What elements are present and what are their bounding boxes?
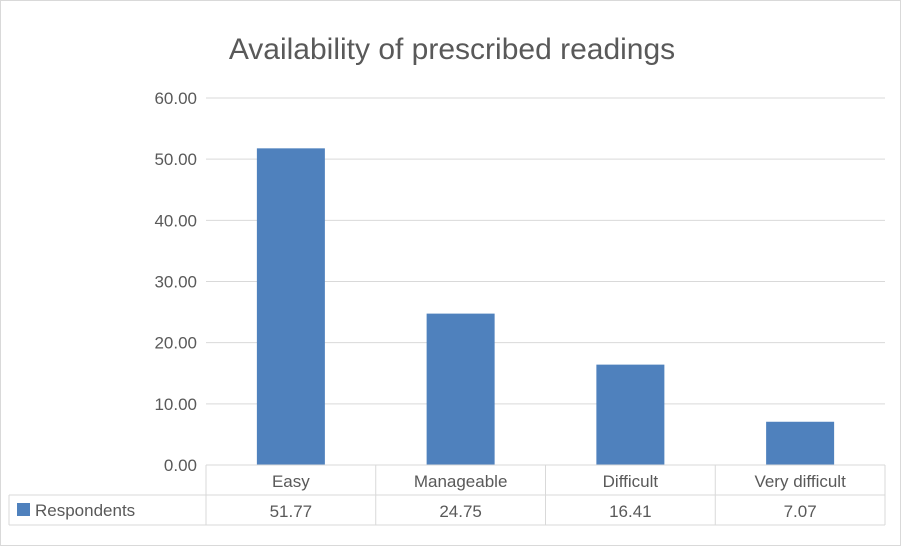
data-table-value: 51.77 — [270, 502, 313, 521]
y-tick-label: 50.00 — [154, 150, 197, 169]
bar — [766, 421, 835, 465]
legend-key — [17, 503, 30, 516]
bar — [596, 364, 665, 465]
data-table-value: 16.41 — [609, 502, 652, 521]
chart-title: Availability of prescribed readings — [229, 33, 675, 66]
bar — [256, 148, 325, 466]
y-tick-label: 0.00 — [164, 456, 197, 475]
category-label: Difficult — [603, 472, 659, 491]
y-tick-label: 60.00 — [154, 89, 197, 108]
y-tick-label: 30.00 — [154, 273, 197, 292]
legend-series-name: Respondents — [35, 501, 135, 520]
category-label: Manageable — [414, 472, 508, 491]
data-table-value: 24.75 — [439, 502, 482, 521]
y-tick-label: 20.00 — [154, 334, 197, 353]
bar — [426, 313, 495, 465]
bars — [256, 148, 835, 466]
y-tick-label: 40.00 — [154, 211, 197, 230]
category-label: Easy — [272, 472, 310, 491]
data-table-value: 7.07 — [784, 502, 817, 521]
category-label: Very difficult — [754, 472, 846, 491]
data-table: Easy Manageable Difficult Very difficult Res… — [8, 464, 886, 526]
y-axis-ticks: 0.00 10.00 20.00 30.00 40.00 50.00 60.00 — [154, 89, 197, 475]
y-tick-label: 10.00 — [154, 395, 197, 414]
